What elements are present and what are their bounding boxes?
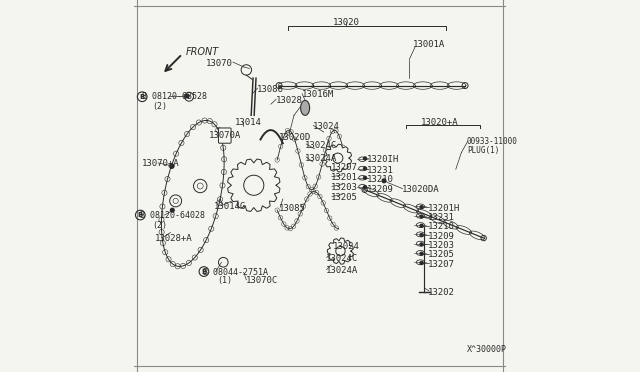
Text: 13201: 13201 xyxy=(331,173,358,182)
Text: 13203: 13203 xyxy=(428,241,455,250)
Polygon shape xyxy=(324,144,351,172)
Circle shape xyxy=(382,179,386,183)
FancyBboxPatch shape xyxy=(218,128,231,143)
Text: X^30000P: X^30000P xyxy=(467,345,507,354)
Text: 13020+A: 13020+A xyxy=(420,118,458,127)
Circle shape xyxy=(420,252,423,255)
Text: 13024C: 13024C xyxy=(326,254,358,263)
Circle shape xyxy=(170,208,174,212)
Text: B 08120-63528: B 08120-63528 xyxy=(142,92,207,101)
Text: B: B xyxy=(202,269,207,275)
Text: 13020: 13020 xyxy=(333,18,360,27)
Text: 13014: 13014 xyxy=(234,118,261,127)
Circle shape xyxy=(420,224,423,227)
Text: B: B xyxy=(140,94,145,100)
Circle shape xyxy=(364,186,367,189)
Text: 13070: 13070 xyxy=(205,59,232,68)
Text: 13020DA: 13020DA xyxy=(402,185,440,194)
Text: 13205: 13205 xyxy=(331,193,358,202)
Text: 13024: 13024 xyxy=(312,122,339,131)
Circle shape xyxy=(364,157,367,160)
Text: 13231: 13231 xyxy=(428,213,455,222)
Text: B 08120-64028: B 08120-64028 xyxy=(140,211,205,220)
Circle shape xyxy=(420,234,423,237)
Text: 13201H: 13201H xyxy=(428,204,460,213)
Text: (1): (1) xyxy=(218,276,233,285)
Text: 13085: 13085 xyxy=(279,204,306,213)
Text: 13024A: 13024A xyxy=(326,266,358,275)
Text: (2): (2) xyxy=(152,102,167,110)
Text: 13024C: 13024C xyxy=(305,141,337,150)
Text: 13028: 13028 xyxy=(275,96,302,105)
Text: 13070A: 13070A xyxy=(209,131,241,140)
Circle shape xyxy=(170,164,174,168)
Circle shape xyxy=(420,262,423,264)
Text: 13024: 13024 xyxy=(333,242,360,251)
Text: (2): (2) xyxy=(152,221,167,230)
Text: 13024A: 13024A xyxy=(305,154,337,163)
Text: 13209: 13209 xyxy=(367,185,394,194)
Text: 13086: 13086 xyxy=(257,85,284,94)
Circle shape xyxy=(364,167,367,170)
Text: 13210: 13210 xyxy=(367,175,394,184)
Text: 13205: 13205 xyxy=(428,250,455,259)
Circle shape xyxy=(364,176,367,179)
Polygon shape xyxy=(301,100,310,115)
Text: 13203: 13203 xyxy=(331,183,358,192)
Text: 13028+A: 13028+A xyxy=(154,234,192,243)
Text: 13231: 13231 xyxy=(367,166,394,174)
Text: 00933-11000: 00933-11000 xyxy=(467,137,518,146)
Text: 13207: 13207 xyxy=(331,163,358,172)
Polygon shape xyxy=(328,238,353,264)
Text: PLUG(1): PLUG(1) xyxy=(467,146,499,155)
Text: 13020D: 13020D xyxy=(279,133,311,142)
Text: 13202: 13202 xyxy=(428,288,455,296)
Text: 13070C: 13070C xyxy=(246,276,278,285)
Text: FRONT: FRONT xyxy=(186,47,219,57)
Text: B 08044-2751A: B 08044-2751A xyxy=(203,268,268,277)
Text: 13209: 13209 xyxy=(428,232,455,241)
Polygon shape xyxy=(228,159,280,211)
Text: 13014G: 13014G xyxy=(214,202,246,211)
Circle shape xyxy=(420,243,423,246)
Text: B: B xyxy=(138,212,143,218)
Text: 13070+A: 13070+A xyxy=(142,159,180,168)
Text: 13207: 13207 xyxy=(428,260,455,269)
Text: 13001A: 13001A xyxy=(413,40,445,49)
Text: 13016M: 13016M xyxy=(301,90,333,99)
Circle shape xyxy=(186,94,189,98)
Circle shape xyxy=(420,215,423,218)
Circle shape xyxy=(420,206,423,209)
Text: 13210: 13210 xyxy=(428,222,455,231)
Text: 1320IH: 1320IH xyxy=(367,155,399,164)
